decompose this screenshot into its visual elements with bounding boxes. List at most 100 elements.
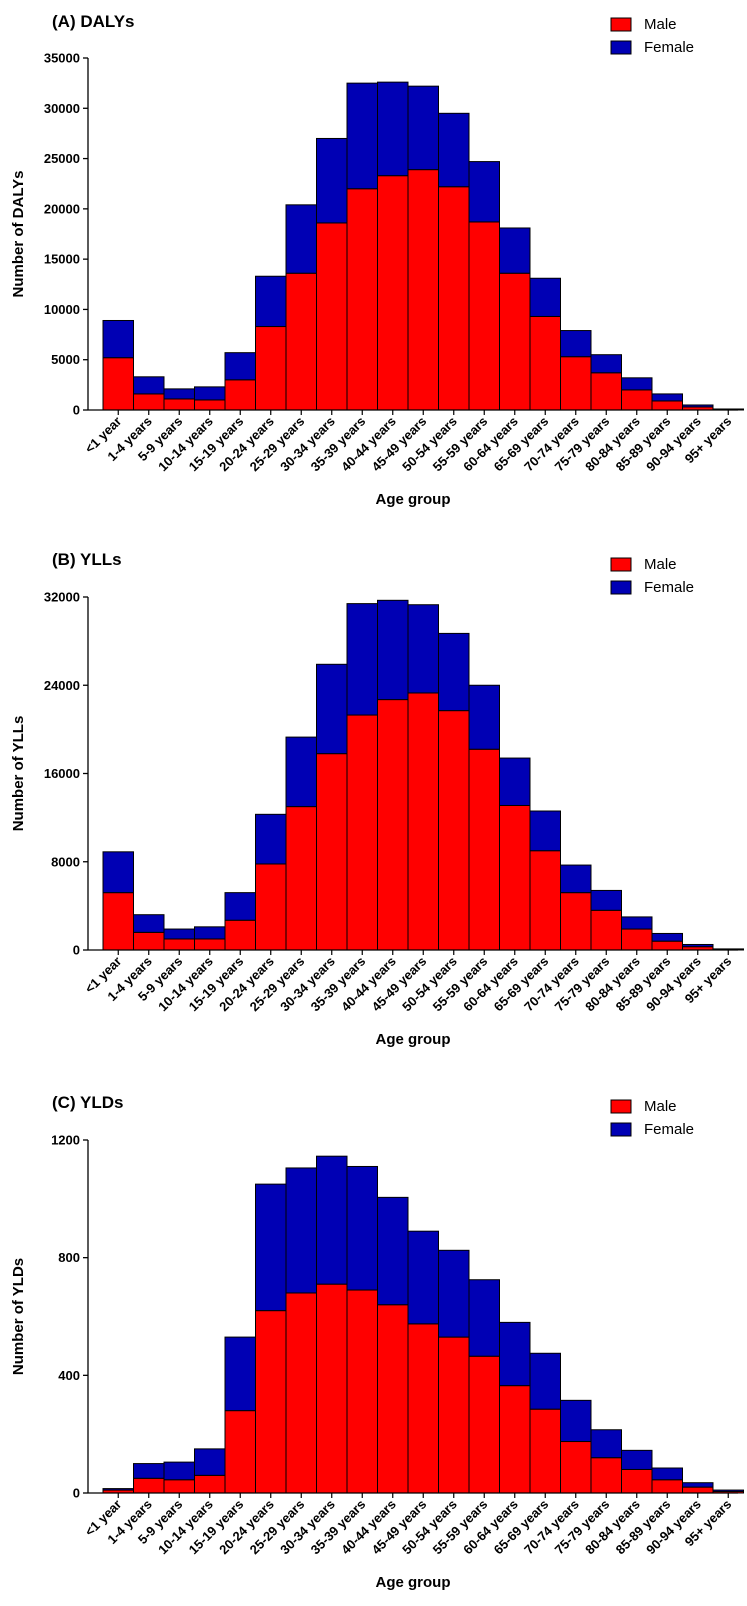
- bar-male: [621, 389, 653, 411]
- legend-label-male: Male: [644, 556, 677, 573]
- bar-female: [560, 330, 592, 358]
- y-tick-label: 800: [58, 1250, 80, 1265]
- bar-female: [377, 81, 409, 177]
- bar-female: [163, 928, 195, 940]
- bar-male: [529, 850, 561, 951]
- bar-female: [224, 1336, 256, 1412]
- y-tick-label: 5000: [51, 352, 80, 367]
- bar-female: [163, 388, 195, 400]
- bar-male: [407, 692, 439, 951]
- chart-title: (C) YLDs: [52, 1093, 123, 1112]
- bar-female: [590, 889, 622, 911]
- bar-female: [407, 1230, 439, 1325]
- bar-female: [407, 604, 439, 694]
- bar-male: [377, 175, 409, 411]
- bar-male: [377, 1304, 409, 1494]
- bar-male: [407, 169, 439, 411]
- bar-male: [133, 393, 165, 411]
- bar-male: [590, 909, 622, 951]
- bar-male: [194, 938, 226, 951]
- bar-male: [682, 1486, 714, 1494]
- bar-male: [377, 699, 409, 951]
- bar-male: [316, 222, 348, 411]
- bar-male: [499, 804, 531, 951]
- x-axis-label: Age group: [376, 1574, 451, 1591]
- bar-male: [590, 372, 622, 411]
- bar-female: [682, 1482, 714, 1488]
- bar-male: [255, 326, 287, 411]
- y-tick-label: 25000: [44, 151, 80, 166]
- bar-male: [255, 863, 287, 951]
- bar-male: [560, 1441, 592, 1494]
- bar-female: [163, 1461, 195, 1481]
- y-tick-label: 0: [73, 1486, 80, 1501]
- bar-female: [529, 277, 561, 317]
- y-axis-label: Number of DALYs: [10, 171, 27, 298]
- bar-male: [102, 892, 134, 951]
- legend-label-female: Female: [644, 1121, 694, 1138]
- bar-female: [255, 275, 287, 328]
- bar-female: [133, 1463, 165, 1479]
- bar-female: [285, 1167, 317, 1294]
- bar-male: [407, 1323, 439, 1494]
- bar-female: [468, 161, 500, 223]
- y-tick-label: 24000: [44, 678, 80, 693]
- bar-male: [255, 1310, 287, 1494]
- bar-male: [499, 272, 531, 411]
- bar-female: [438, 1249, 470, 1338]
- bar-male: [438, 186, 470, 411]
- y-tick-label: 0: [73, 403, 80, 418]
- x-axis-label: Age group: [376, 491, 451, 508]
- legend-swatch-male: [610, 557, 632, 572]
- y-tick-label: 8000: [51, 854, 80, 869]
- bar-male: [346, 1289, 378, 1494]
- bar-male: [468, 748, 500, 951]
- bar-female: [651, 1467, 683, 1481]
- bar-male: [163, 1479, 195, 1494]
- legend-swatch-male: [610, 1099, 632, 1114]
- y-tick-label: 32000: [44, 590, 80, 605]
- bar-female: [712, 1489, 744, 1493]
- bar-female: [194, 1448, 226, 1476]
- bar-male: [316, 1283, 348, 1494]
- legend-swatch-female: [610, 1122, 632, 1137]
- bar-male: [133, 931, 165, 951]
- bar-female: [316, 1155, 348, 1285]
- bar-female: [133, 914, 165, 933]
- legend-label-female: Female: [644, 39, 694, 56]
- bar-female: [133, 376, 165, 395]
- bar-male: [529, 315, 561, 411]
- bar-male: [560, 356, 592, 411]
- bar-male: [438, 710, 470, 951]
- bar-male: [651, 940, 683, 951]
- bar-female: [346, 82, 378, 190]
- bar-male: [133, 1477, 165, 1494]
- bar-male: [285, 1292, 317, 1494]
- chart-title: (A) DALYs: [52, 12, 135, 31]
- y-tick-label: 35000: [44, 51, 80, 66]
- bar-male: [346, 188, 378, 411]
- bar-male: [468, 221, 500, 411]
- bar-female: [560, 1399, 592, 1443]
- bar-female: [560, 864, 592, 894]
- bar-female: [529, 1352, 561, 1410]
- bar-female: [499, 1321, 531, 1387]
- bar-male: [224, 379, 256, 411]
- bar-male: [224, 1410, 256, 1494]
- bar-male: [468, 1355, 500, 1494]
- bar-female: [529, 810, 561, 852]
- bar-male: [499, 1385, 531, 1494]
- x-axis-label: Age group: [376, 1031, 451, 1048]
- bar-male: [163, 938, 195, 951]
- y-tick-label: 16000: [44, 766, 80, 781]
- bar-female: [316, 137, 348, 224]
- y-tick-label: 0: [73, 943, 80, 958]
- bar-female: [621, 1449, 653, 1470]
- bar-female: [255, 813, 287, 865]
- legend-label-male: Male: [644, 1098, 677, 1115]
- bar-female: [377, 1196, 409, 1306]
- bar-male: [194, 399, 226, 411]
- bar-female: [407, 85, 439, 171]
